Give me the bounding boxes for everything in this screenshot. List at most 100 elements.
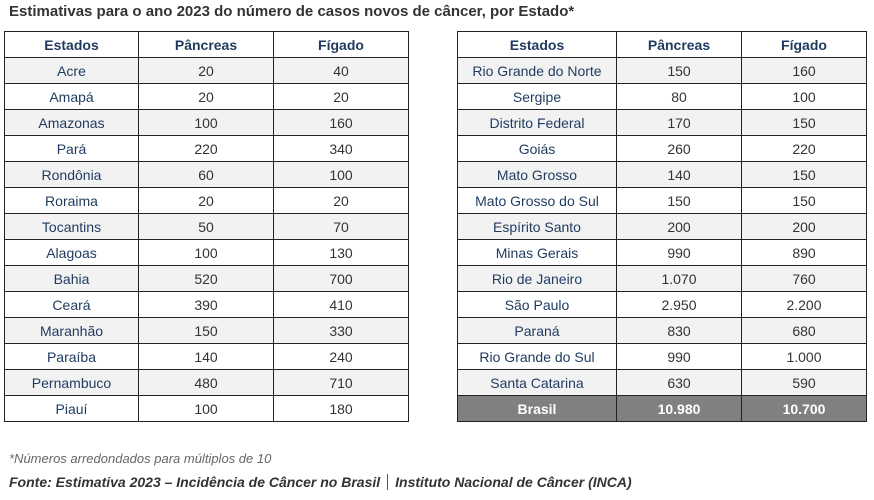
state-name-cell: Mato Grosso <box>457 161 617 188</box>
states-table-left: Estados Pâncreas Fígado Acre 20 40 Amapá 20 2… <box>4 31 409 422</box>
table-row: Santa Catarina 630 590 <box>457 369 867 396</box>
pancreas-value-cell: 630 <box>616 369 742 396</box>
total-label-cell: Brasil <box>457 395 617 422</box>
table-header-row: Estados Pâncreas Fígado <box>457 31 867 58</box>
table-row: Distrito Federal 170 150 <box>457 109 867 136</box>
table-row: Mato Grosso 140 150 <box>457 161 867 188</box>
figado-value-cell: 130 <box>273 239 409 266</box>
table-header-row: Estados Pâncreas Fígado <box>4 31 409 58</box>
table-row: Roraima 20 20 <box>4 187 409 214</box>
table-row: Minas Gerais 990 890 <box>457 239 867 266</box>
pancreas-value-cell: 990 <box>616 239 742 266</box>
state-name-cell: Goiás <box>457 135 617 162</box>
figado-value-cell: 100 <box>273 161 409 188</box>
table-row: Rio de Janeiro 1.070 760 <box>457 265 867 292</box>
figado-value-cell: 220 <box>741 135 867 162</box>
table-row: Paraná 830 680 <box>457 317 867 344</box>
total-row: Brasil 10.980 10.700 <box>457 395 867 422</box>
figado-value-cell: 410 <box>273 291 409 318</box>
pancreas-value-cell: 200 <box>616 213 742 240</box>
state-name-cell: Tocantins <box>4 213 139 240</box>
pancreas-value-cell: 830 <box>616 317 742 344</box>
state-name-cell: Paraná <box>457 317 617 344</box>
table-row: Maranhão 150 330 <box>4 317 409 344</box>
pancreas-value-cell: 260 <box>616 135 742 162</box>
table-row: Paraíba 140 240 <box>4 343 409 370</box>
table-row: Ceará 390 410 <box>4 291 409 318</box>
table-row: Mato Grosso do Sul 150 150 <box>457 187 867 214</box>
table-row: Amapá 20 20 <box>4 83 409 110</box>
state-name-cell: Ceará <box>4 291 139 318</box>
state-name-cell: Amapá <box>4 83 139 110</box>
table-row: Amazonas 100 160 <box>4 109 409 136</box>
state-name-cell: Santa Catarina <box>457 369 617 396</box>
figado-value-cell: 760 <box>741 265 867 292</box>
state-name-cell: Acre <box>4 57 139 84</box>
figado-value-cell: 200 <box>741 213 867 240</box>
figado-value-cell: 160 <box>741 57 867 84</box>
figado-value-cell: 70 <box>273 213 409 240</box>
table-row: Pernambuco 480 710 <box>4 369 409 396</box>
pancreas-value-cell: 100 <box>138 395 274 422</box>
table-row: Rio Grande do Norte 150 160 <box>457 57 867 84</box>
source-separator <box>387 474 389 490</box>
column-header-pancreas: Pâncreas <box>138 31 274 58</box>
state-name-cell: Espírito Santo <box>457 213 617 240</box>
pancreas-value-cell: 390 <box>138 291 274 318</box>
table-row: São Paulo 2.950 2.200 <box>457 291 867 318</box>
pancreas-value-cell: 220 <box>138 135 274 162</box>
figado-value-cell: 100 <box>741 83 867 110</box>
figado-value-cell: 150 <box>741 161 867 188</box>
pancreas-value-cell: 20 <box>138 187 274 214</box>
footnote: *Números arredondados para múltiplos de … <box>9 451 272 466</box>
state-name-cell: Distrito Federal <box>457 109 617 136</box>
figado-value-cell: 590 <box>741 369 867 396</box>
pancreas-value-cell: 990 <box>616 343 742 370</box>
figado-value-cell: 160 <box>273 109 409 136</box>
pancreas-value-cell: 100 <box>138 109 274 136</box>
figado-value-cell: 330 <box>273 317 409 344</box>
column-header-pancreas: Pâncreas <box>616 31 742 58</box>
state-name-cell: Bahia <box>4 265 139 292</box>
column-header-estados: Estados <box>457 31 617 58</box>
pancreas-value-cell: 80 <box>616 83 742 110</box>
state-name-cell: Paraíba <box>4 343 139 370</box>
table-row: Bahia 520 700 <box>4 265 409 292</box>
pancreas-value-cell: 100 <box>138 239 274 266</box>
state-name-cell: Rio Grande do Sul <box>457 343 617 370</box>
state-name-cell: Piauí <box>4 395 139 422</box>
pancreas-value-cell: 150 <box>616 187 742 214</box>
pancreas-value-cell: 20 <box>138 57 274 84</box>
state-name-cell: Maranhão <box>4 317 139 344</box>
pancreas-value-cell: 140 <box>616 161 742 188</box>
figado-value-cell: 150 <box>741 187 867 214</box>
table-row: Rondônia 60 100 <box>4 161 409 188</box>
table-row: Goiás 260 220 <box>457 135 867 162</box>
pancreas-value-cell: 60 <box>138 161 274 188</box>
pancreas-value-cell: 1.070 <box>616 265 742 292</box>
pancreas-value-cell: 150 <box>138 317 274 344</box>
pancreas-value-cell: 140 <box>138 343 274 370</box>
table-row: Espírito Santo 200 200 <box>457 213 867 240</box>
state-name-cell: Alagoas <box>4 239 139 266</box>
figado-value-cell: 680 <box>741 317 867 344</box>
pancreas-value-cell: 20 <box>138 83 274 110</box>
page-title: Estimativas para o ano 2023 do número de… <box>9 3 575 20</box>
state-name-cell: Rio Grande do Norte <box>457 57 617 84</box>
column-header-estados: Estados <box>4 31 139 58</box>
figado-value-cell: 150 <box>741 109 867 136</box>
total-figado-cell: 10.700 <box>741 395 867 422</box>
state-name-cell: Mato Grosso do Sul <box>457 187 617 214</box>
pancreas-value-cell: 520 <box>138 265 274 292</box>
table-row: Piauí 100 180 <box>4 395 409 422</box>
figado-value-cell: 2.200 <box>741 291 867 318</box>
column-header-figado: Fígado <box>273 31 409 58</box>
state-name-cell: Pará <box>4 135 139 162</box>
table-row: Tocantins 50 70 <box>4 213 409 240</box>
state-name-cell: Rio de Janeiro <box>457 265 617 292</box>
pancreas-value-cell: 170 <box>616 109 742 136</box>
figado-value-cell: 340 <box>273 135 409 162</box>
total-pancreas-cell: 10.980 <box>616 395 742 422</box>
figado-value-cell: 40 <box>273 57 409 84</box>
state-name-cell: Pernambuco <box>4 369 139 396</box>
